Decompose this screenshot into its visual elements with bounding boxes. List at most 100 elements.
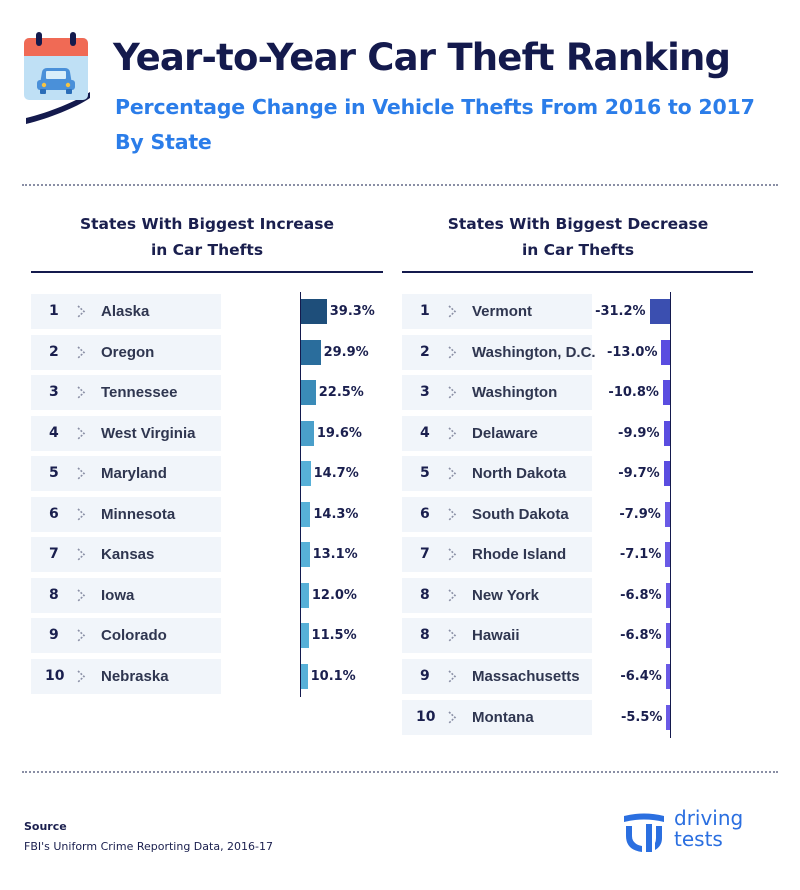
decrease-state-name: South Dakota: [472, 505, 569, 523]
increase-chevron-icon: [77, 305, 86, 318]
increase-heading-line-2: in Car Thefts: [150, 241, 264, 259]
increase-chevron-icon: [77, 589, 86, 602]
increase-state-name: West Virginia: [101, 424, 196, 442]
decrease-heading-rule: [402, 271, 753, 273]
increase-bar: [301, 501, 311, 527]
increase-state-name: Colorado: [101, 627, 167, 645]
decrease-bar: [662, 380, 670, 406]
decrease-heading: States With Biggest Decrease in Car Thef…: [402, 211, 754, 263]
decrease-value-label: -9.9%: [618, 425, 660, 441]
decrease-row-bg: [402, 375, 592, 411]
increase-rank: 8: [49, 586, 59, 603]
decrease-row-bg: [402, 496, 592, 532]
increase-row: 1 Alaska: [31, 294, 383, 329]
increase-row: 6 Minnesota: [31, 496, 383, 532]
increase-rank: 2: [49, 343, 59, 360]
drivingtests-logo[interactable]: driving tests: [622, 808, 782, 856]
decrease-rank: 2: [420, 343, 430, 360]
increase-chevron-icon: [77, 508, 86, 521]
decrease-chevron-icon: [448, 589, 457, 602]
decrease-chevron-icon: [448, 345, 457, 359]
subtitle-line-2: By State: [115, 130, 212, 154]
decrease-chevron-icon: [448, 427, 457, 440]
decrease-state-name: Washington: [472, 384, 558, 402]
increase-value-label: 13.1%: [312, 547, 358, 563]
decrease-row: 9 Massachusetts: [402, 658, 754, 694]
decrease-value-label: -6.8%: [620, 587, 662, 603]
increase-state-name: Tennessee: [101, 384, 178, 402]
increase-chevron-icon: [77, 427, 86, 440]
increase-row: 4 West Virginia: [31, 415, 383, 451]
source-label: Source: [24, 820, 67, 833]
decrease-row: 8 Hawaii: [402, 618, 754, 654]
increase-chevron-icon: [77, 467, 86, 480]
increase-row-bg: [31, 294, 221, 329]
calendar-car-icon: [24, 32, 90, 124]
increase-state-name: Kansas: [101, 546, 155, 564]
increase-chevron-icon: [77, 386, 86, 399]
increase-bar: [301, 663, 308, 689]
decrease-value-label: -6.8%: [620, 628, 662, 644]
increase-state-name: Alaska: [101, 303, 150, 320]
increase-rank: 1: [49, 303, 59, 319]
increase-bar: [301, 380, 316, 406]
decrease-rank: 4: [420, 424, 430, 441]
increase-row: 7 Kansas: [31, 537, 383, 573]
increase-bar: [301, 339, 321, 365]
decrease-state-name: Delaware: [472, 424, 538, 442]
decrease-rank: 8: [420, 627, 430, 644]
decrease-bar: [665, 582, 670, 608]
decrease-chevron-icon: [448, 710, 457, 724]
increase-bar: [301, 299, 327, 324]
decrease-value-label: -7.1%: [619, 547, 662, 563]
decrease-chevron-icon: [448, 305, 457, 318]
decrease-heading-line-1: States With Biggest Decrease: [447, 215, 709, 233]
decrease-state-name: Massachusetts: [472, 667, 580, 685]
decrease-state-name: Vermont: [472, 303, 533, 320]
decrease-value-label: -10.8%: [608, 385, 659, 401]
increase-value-label: 12.0%: [311, 587, 357, 603]
increase-row-bg: [31, 496, 221, 532]
increase-rank: 4: [49, 424, 59, 441]
increase-value-label: 14.7%: [313, 466, 359, 482]
logo-line-1: driving: [674, 806, 744, 830]
increase-row: 3 Tennessee: [31, 375, 383, 411]
increase-value-label: 22.5%: [318, 385, 364, 401]
subtitle-line-1: Percentage Change in Vehicle Thefts From…: [115, 95, 755, 119]
increase-rank: 7: [49, 546, 59, 563]
increase-value-label: 19.6%: [316, 425, 362, 441]
increase-state-name: Minnesota: [101, 505, 176, 523]
increase-row: 8 Iowa: [31, 577, 383, 613]
decrease-chevron-icon: [448, 386, 457, 399]
increase-value-label: 11.5%: [311, 628, 357, 644]
decrease-bar: [663, 461, 670, 487]
increase-chevron-icon: [77, 670, 86, 683]
increase-row-bg: [31, 415, 221, 451]
increase-bar: [301, 420, 314, 446]
decrease-state-name: Montana: [472, 708, 534, 726]
increase-row: 10 Nebraska: [31, 658, 383, 694]
increase-row-bg: [31, 618, 221, 654]
increase-bar: [301, 542, 310, 568]
increase-row-bg: [31, 375, 221, 411]
decrease-bar: [663, 420, 670, 446]
decrease-row: 10 Montana: [402, 699, 754, 735]
decrease-rank: 6: [420, 505, 430, 522]
increase-row-bg: [31, 577, 221, 613]
decrease-bar: [665, 542, 670, 568]
increase-bar: [301, 623, 309, 649]
increase-row: 2 Oregon: [31, 334, 383, 370]
decrease-row-bg: [402, 577, 592, 613]
decrease-value-label: -5.5%: [620, 709, 663, 725]
decrease-value-label: -31.2%: [595, 304, 646, 319]
bottom-divider: [22, 771, 778, 773]
page-title: Year-to-Year Car Theft Ranking: [113, 36, 731, 79]
decrease-axis-line: [670, 292, 671, 738]
increase-row-bg: [31, 658, 221, 694]
decrease-row-bg: [402, 537, 592, 573]
increase-rank: 10: [45, 667, 65, 684]
increase-chevron-icon: [77, 629, 86, 642]
decrease-bar: [649, 299, 670, 324]
decrease-row-bg: [402, 456, 592, 492]
decrease-heading-line-2: in Car Thefts: [521, 241, 635, 259]
